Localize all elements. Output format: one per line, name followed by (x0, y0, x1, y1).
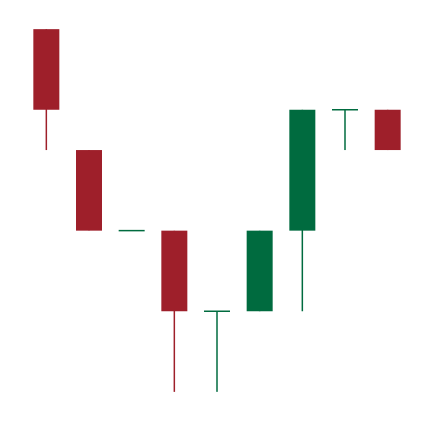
candle-6-body (246, 230, 273, 312)
candle-4 (161, 230, 188, 392)
candle-7 (289, 109, 316, 312)
candle-2-body (76, 150, 102, 231)
candle-5 (204, 310, 230, 392)
candle-1 (33, 29, 60, 151)
candle-1-body (33, 29, 60, 110)
candle-4-body (161, 230, 188, 312)
candle-2 (76, 150, 102, 231)
candle-7-body (289, 109, 316, 231)
candle-9 (374, 109, 401, 151)
candle-8 (332, 109, 358, 151)
candle-9-body (374, 109, 401, 151)
candle-6 (246, 230, 273, 312)
